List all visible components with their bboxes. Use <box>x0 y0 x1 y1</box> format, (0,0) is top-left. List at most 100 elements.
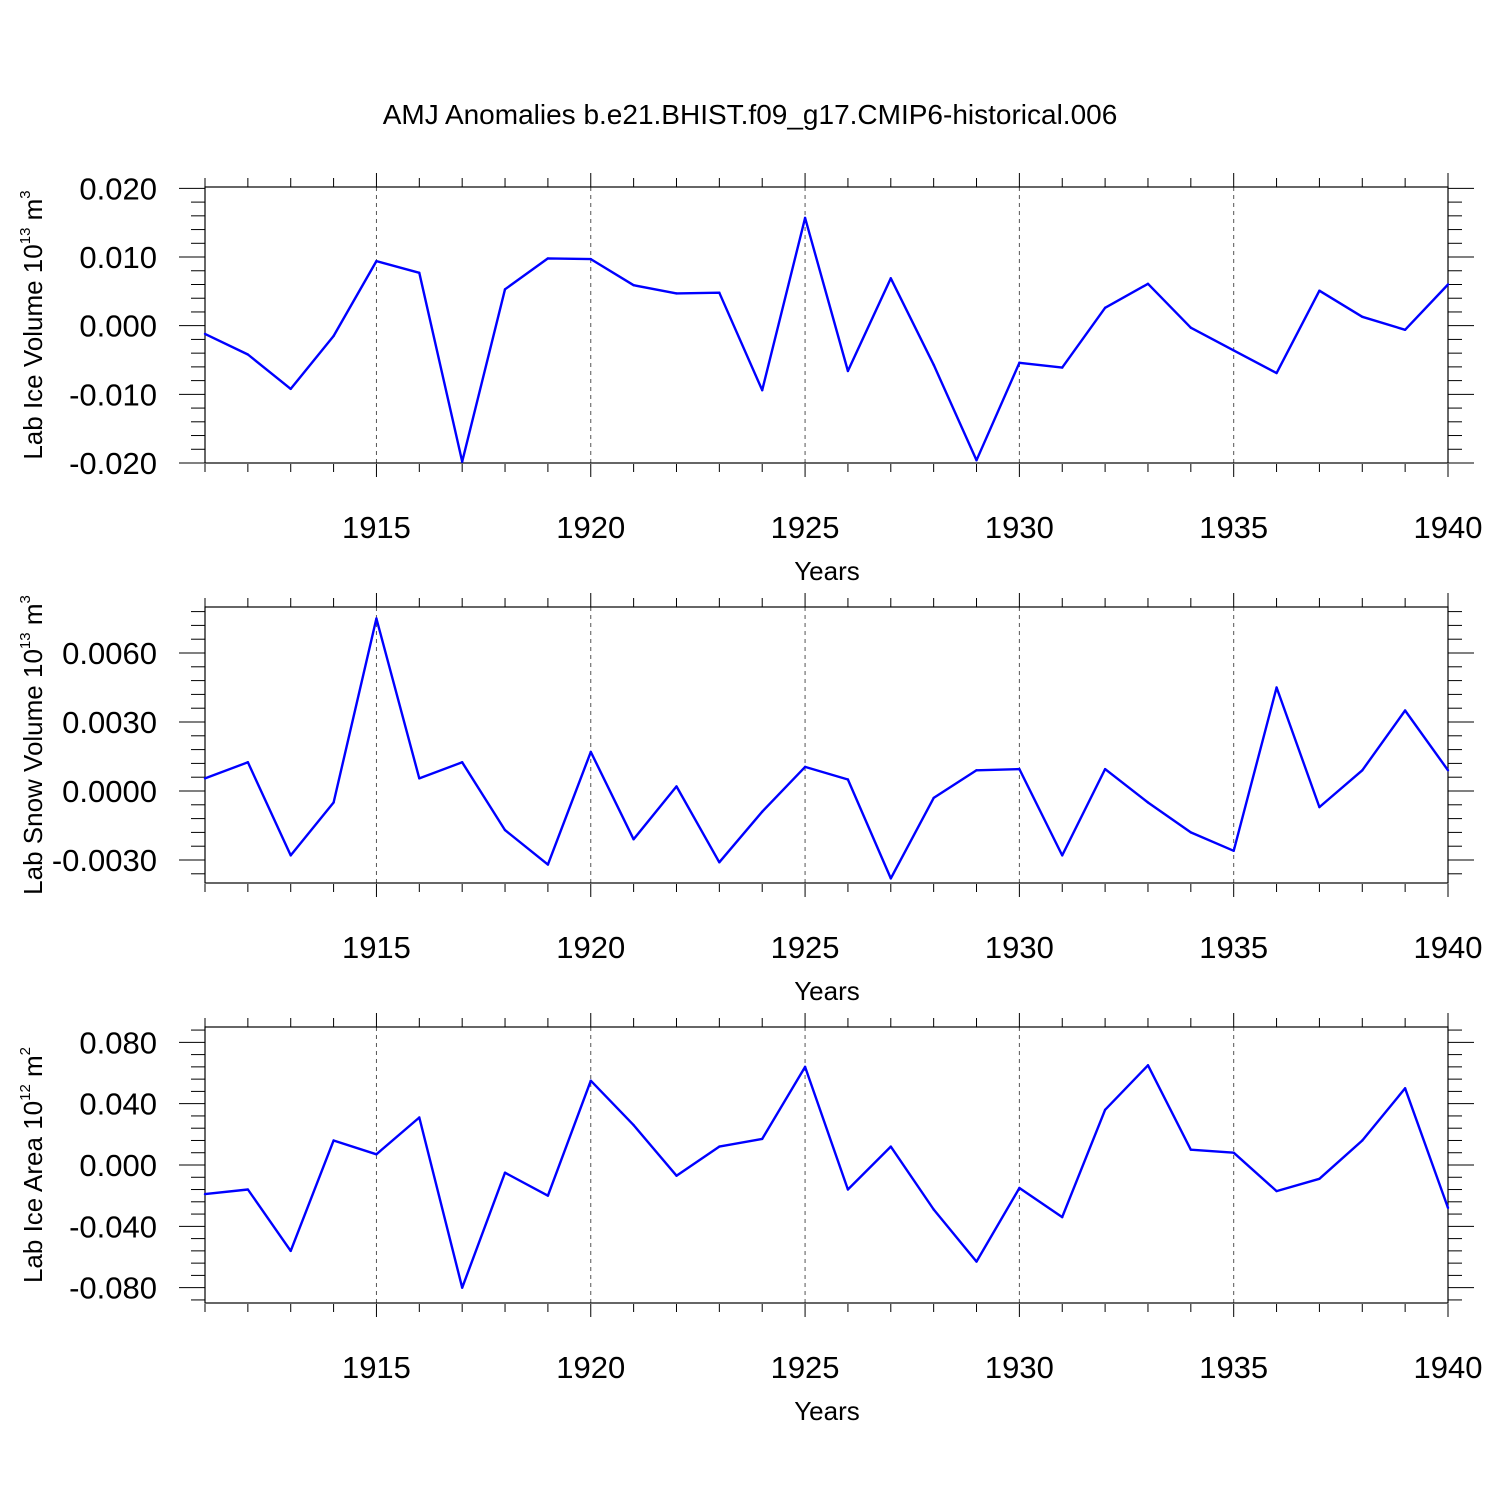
y-axis-label-exponent: 12 <box>17 1084 34 1101</box>
data-point <box>375 617 378 620</box>
chart-title: AMJ Anomalies b.e21.BHIST.f09_g17.CMIP6-… <box>383 99 1118 130</box>
panels: -0.020 -0.010 0.000 0.010 0.020 1915 1920 1925 1… <box>17 171 1482 1426</box>
y-axis-label-unit: m <box>18 199 48 228</box>
x-axis-label: Years <box>794 976 860 1006</box>
y-axis-label-text: Lab Ice Area 10 <box>18 1101 48 1283</box>
data-point <box>589 257 592 261</box>
x-tick-label: 1920 <box>556 1350 625 1385</box>
data-point <box>546 257 550 260</box>
x-tick-label: 1935 <box>1199 1350 1268 1385</box>
x-tick-label: 1930 <box>985 510 1054 545</box>
data-point <box>718 861 721 864</box>
y-axis-label-exponent: 13 <box>17 632 34 649</box>
data-point <box>675 292 678 295</box>
data-point <box>375 259 378 263</box>
data-point <box>246 1188 250 1191</box>
data-point <box>1403 1087 1407 1090</box>
data-point <box>1232 349 1235 352</box>
data-point <box>803 765 807 769</box>
data-point <box>1061 1215 1064 1219</box>
data-point <box>203 1192 207 1196</box>
data-point <box>1446 769 1450 772</box>
data-point <box>1361 769 1364 772</box>
data-point <box>1318 1177 1321 1181</box>
data-point <box>1318 805 1321 809</box>
x-tick-label: 1925 <box>771 1350 840 1385</box>
data-point <box>675 1174 678 1177</box>
data-point <box>503 288 507 291</box>
y-tick-label: 0.040 <box>79 1087 157 1122</box>
y-tick-label: 0.020 <box>79 171 157 206</box>
y-axis-label-unit-exponent: 3 <box>17 190 34 198</box>
x-tick-label: 1920 <box>556 510 625 545</box>
data-point <box>803 216 807 220</box>
data-point <box>632 838 635 841</box>
data-point <box>503 1171 507 1174</box>
y-axis-label-unit: m <box>18 604 48 633</box>
y-axis-label: Lab Ice Volume 1013 m3 <box>17 190 48 459</box>
x-axis-label: Years <box>794 556 860 586</box>
data-point <box>975 1260 978 1263</box>
data-point <box>1061 366 1064 369</box>
data-point <box>1103 767 1107 771</box>
data-point <box>1275 1189 1278 1193</box>
data-point <box>246 353 250 356</box>
data-point <box>632 1123 635 1127</box>
y-tick-label: 0.0000 <box>62 774 157 809</box>
y-tick-label: 0.080 <box>79 1025 157 1060</box>
data-point <box>375 1153 378 1156</box>
y-axis-label: Lab Ice Area 1012 m2 <box>17 1047 48 1283</box>
data-point <box>718 291 721 294</box>
x-tick-label: 1930 <box>985 1350 1054 1385</box>
data-point <box>418 777 421 780</box>
data-point <box>1318 289 1321 292</box>
x-tick-label: 1930 <box>985 930 1054 965</box>
data-point <box>846 778 850 781</box>
x-tick-label: 1940 <box>1414 1350 1483 1385</box>
data-point <box>418 1116 421 1119</box>
data-point <box>932 363 935 367</box>
data-point <box>1446 283 1450 286</box>
data-point <box>932 1208 935 1211</box>
data-point <box>718 1145 721 1148</box>
panel-2: -0.0030 0.0000 0.0030 0.0060 1915 1920 1925 193… <box>17 593 1482 1006</box>
plot-frame <box>204 606 1449 884</box>
data-point <box>332 1139 335 1142</box>
data-point <box>761 389 764 392</box>
data-point <box>460 761 464 764</box>
y-axis-label-text: Lab Ice Volume 10 <box>18 244 48 459</box>
data-point <box>975 769 978 772</box>
data-point <box>846 1188 850 1191</box>
y-tick-label: 0.010 <box>79 240 157 275</box>
data-point <box>1189 831 1193 834</box>
data-point <box>1446 1206 1450 1210</box>
data-point <box>889 877 892 880</box>
y-axis-label-text: Lab Snow Volume 10 <box>18 649 48 895</box>
data-point <box>546 1194 550 1197</box>
x-axis-label: Years <box>794 1396 860 1426</box>
y-tick-label: -0.0030 <box>52 843 157 878</box>
data-point <box>1232 1151 1235 1154</box>
data-point <box>589 750 592 754</box>
data-point <box>289 854 292 857</box>
data-point <box>332 334 335 338</box>
data-point <box>675 785 678 788</box>
y-tick-label: 0.000 <box>79 1148 157 1183</box>
data-point <box>1061 854 1064 857</box>
data-point <box>589 1079 592 1082</box>
data-point <box>418 271 421 275</box>
x-tick-label: 1920 <box>556 930 625 965</box>
data-point <box>289 1249 292 1253</box>
data-point <box>1189 1148 1193 1151</box>
data-point <box>503 828 507 832</box>
data-point <box>1361 315 1364 318</box>
data-point <box>889 1145 892 1148</box>
y-axis-label: Lab Snow Volume 1013 m3 <box>17 595 48 895</box>
x-tick-label: 1940 <box>1414 930 1483 965</box>
data-point <box>246 761 250 764</box>
y-tick-label: -0.080 <box>69 1271 157 1306</box>
data-point <box>1361 1139 1364 1142</box>
y-tick-label: -0.010 <box>69 377 157 412</box>
data-point <box>289 387 292 391</box>
data-point <box>1103 1108 1107 1112</box>
